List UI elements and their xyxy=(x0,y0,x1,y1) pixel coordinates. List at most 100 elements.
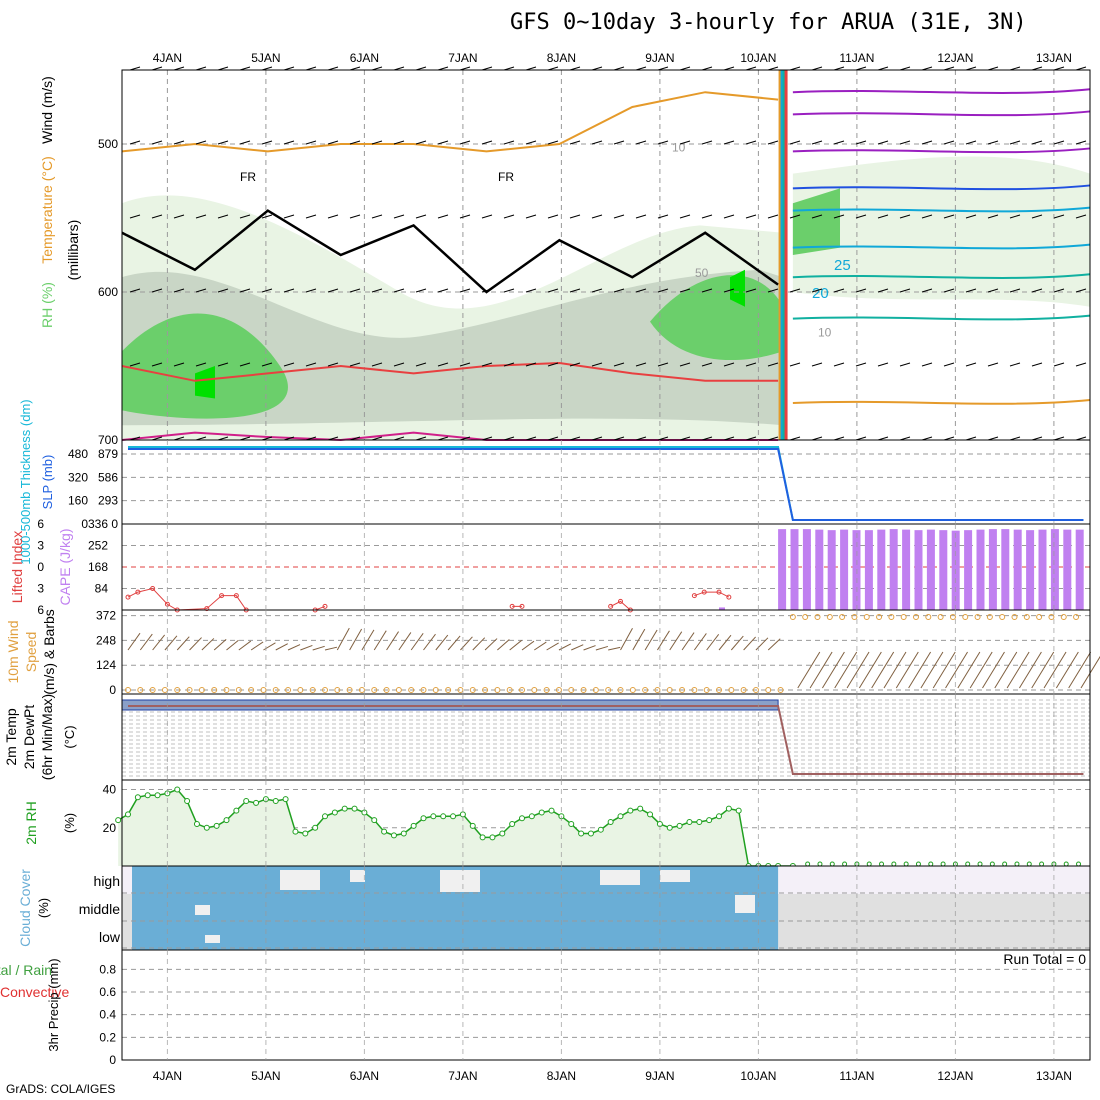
wind-barb xyxy=(987,288,999,293)
cloud-gap xyxy=(440,870,480,892)
wind10m-barb xyxy=(152,634,166,651)
day-tick-label-top: 10JAN xyxy=(740,51,776,65)
wind10m-barb xyxy=(883,651,907,689)
rh-shade-bright-1 xyxy=(195,366,215,399)
wind-barb xyxy=(217,140,229,145)
wind-barb xyxy=(789,288,801,293)
wind10m-barb xyxy=(657,630,670,651)
rh2m-point xyxy=(302,830,309,837)
wind10m-point xyxy=(802,614,809,620)
wind-barb xyxy=(789,362,801,367)
wind10m-barb xyxy=(1080,655,1100,689)
wind10m-barb xyxy=(945,651,968,689)
wind-barb xyxy=(591,362,603,367)
wind-barb xyxy=(195,362,207,367)
wind10m-barb xyxy=(336,627,350,651)
wind10m-point xyxy=(1060,614,1067,620)
wind10m-barb xyxy=(312,645,325,651)
wind-barb xyxy=(415,140,427,145)
wind-barb xyxy=(393,214,405,219)
lifted-index-point xyxy=(608,603,614,609)
wind-barb xyxy=(789,140,801,145)
wind-barb xyxy=(701,288,713,293)
wind-barb xyxy=(239,362,251,367)
rh2m-point xyxy=(144,792,151,799)
wind-barb xyxy=(657,214,669,219)
wind-barb xyxy=(129,288,141,293)
rh2m-point xyxy=(509,820,516,827)
wind-barb xyxy=(239,288,251,293)
wind-barb xyxy=(1053,362,1065,367)
day-tick-label-top: 9JAN xyxy=(645,51,674,65)
lifted-tick-label: 3 xyxy=(37,539,44,553)
temperature-axis-label: Temperature (°C) xyxy=(39,156,55,264)
wind10m-barb xyxy=(644,629,658,651)
wind10m-barb xyxy=(846,651,870,689)
temperature-contour-right xyxy=(792,184,1091,191)
wind10m-point xyxy=(358,687,365,693)
cape-bar xyxy=(889,529,898,610)
wind-barb xyxy=(503,288,515,293)
wind10m-point xyxy=(1023,614,1030,620)
rh2m-axis-unit: (%) xyxy=(62,813,77,833)
wind-barb xyxy=(899,362,911,367)
wind10m-barb xyxy=(932,651,956,689)
rh2m-point xyxy=(891,861,897,867)
temp2m-label-2: 2m DewPt xyxy=(21,705,37,770)
wind10m-barb xyxy=(435,634,449,651)
wind10m-barb xyxy=(797,651,821,689)
wind-barb xyxy=(723,362,735,367)
lifted-index-point xyxy=(322,603,328,609)
rh2m-point xyxy=(371,817,378,824)
wind-barb xyxy=(877,140,889,145)
wind10m-point xyxy=(334,687,341,693)
lifted-index-point xyxy=(716,589,722,595)
rh2m-point xyxy=(400,830,407,837)
rh-shade-right-green xyxy=(792,188,840,255)
wind-barb xyxy=(811,214,823,219)
wind-barb xyxy=(459,214,471,219)
wind10m-panel: 0 124 248 372 xyxy=(96,609,1100,697)
wind-barb xyxy=(855,214,867,219)
wind-barb xyxy=(921,214,933,219)
wind10m-tick-label: 372 xyxy=(96,609,116,623)
lifted-tick-label: 3 xyxy=(37,582,44,596)
wind-barb xyxy=(393,288,405,293)
rh2m-point xyxy=(203,824,210,831)
wind10m-point xyxy=(149,687,156,693)
wind10m-point xyxy=(211,687,218,693)
rh2m-point xyxy=(489,834,496,841)
wind10m-point xyxy=(322,687,328,693)
precip-panel: 0 0.2 0.4 0.6 0.8 Run Total = 0 Total / Rain Co… xyxy=(0,949,1091,1067)
wind-barb xyxy=(305,214,317,219)
rh2m-point xyxy=(322,813,328,820)
wind10m-barb xyxy=(300,644,313,651)
wind-barb xyxy=(239,140,251,145)
wind10m-barb xyxy=(571,644,584,651)
rh2m-point xyxy=(223,817,230,824)
cape-bar xyxy=(988,529,997,610)
wind-barb xyxy=(415,362,427,367)
wind-barb xyxy=(767,214,779,219)
temperature-contour-right xyxy=(792,110,1091,117)
wind10m-barb xyxy=(558,643,572,651)
wind-barb xyxy=(371,362,383,367)
pressure-tick-label: 600 xyxy=(98,285,118,299)
wind-barb xyxy=(129,214,141,219)
wind-barb xyxy=(899,140,911,145)
wind-barb xyxy=(1009,214,1021,219)
wind-barb xyxy=(679,288,691,293)
wind-barb xyxy=(965,214,977,219)
wind10m-barb xyxy=(349,628,363,651)
wind10m-barb xyxy=(994,651,1018,689)
lifted-index-point xyxy=(691,593,697,599)
wind-barb xyxy=(173,214,185,219)
rh2m-point xyxy=(817,861,823,867)
cape-bar xyxy=(964,530,973,610)
wind10m-point xyxy=(482,687,489,693)
upper-air-panel: FR FR 10 50 25 20 10 500 600 700 4JAN 5JAN 6JAN 7JAN 8… xyxy=(98,51,1091,447)
wind10m-barb xyxy=(164,635,178,651)
cape-bar xyxy=(815,529,824,610)
wind10m-barb xyxy=(1043,651,1067,689)
